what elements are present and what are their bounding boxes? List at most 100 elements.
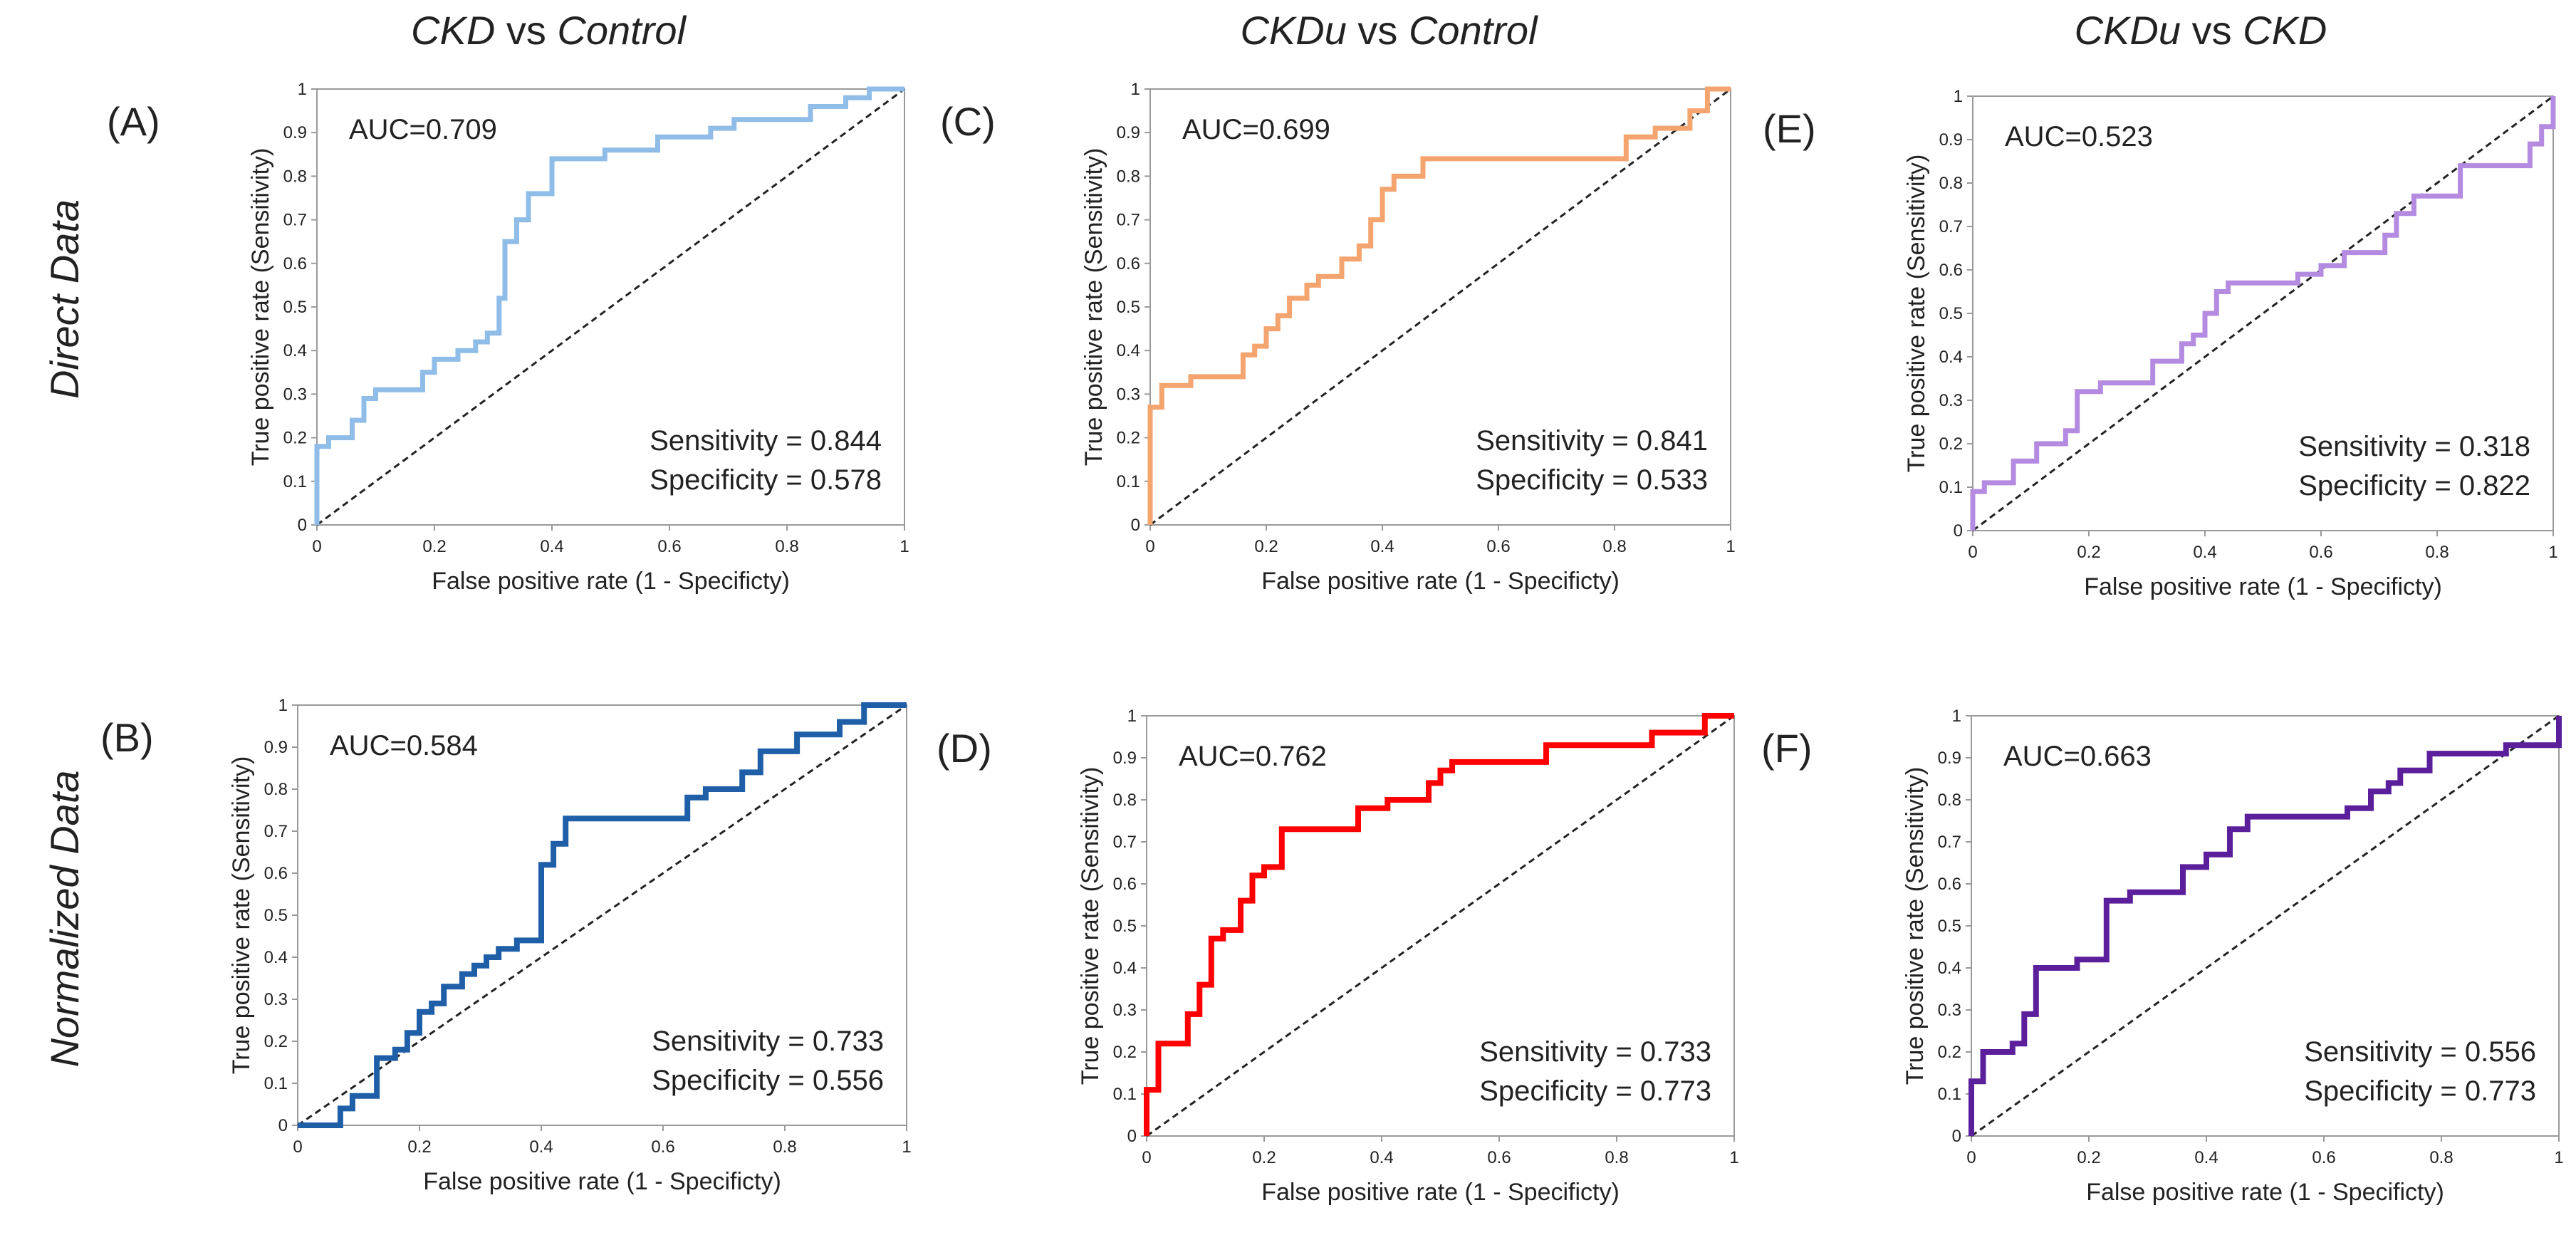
x-tick-label: 0.4 xyxy=(1370,1148,1393,1167)
diagonal-reference-line xyxy=(316,88,905,526)
x-tick-label: 0.8 xyxy=(775,537,798,556)
x-tick-label: 0.6 xyxy=(1486,537,1510,556)
x-tick-label: 0.4 xyxy=(2194,1148,2218,1167)
y-tick-label: 1 xyxy=(298,80,307,99)
y-tick-label: 0 xyxy=(298,516,307,535)
y-tick-label: 0.7 xyxy=(283,211,307,230)
y-tick-label: 0.4 xyxy=(1939,348,1963,367)
y-tick-label: 0.6 xyxy=(1113,875,1137,894)
y-tick-label: 0.2 xyxy=(264,1032,288,1051)
x-tick-label: 0.4 xyxy=(529,1137,553,1157)
y-tick-label: 0.3 xyxy=(1113,1001,1137,1020)
y-tick-label: 0.5 xyxy=(283,298,307,317)
x-tick-label: 0.6 xyxy=(1487,1148,1511,1167)
y-tick-label: 0.6 xyxy=(264,864,288,883)
y-tick-label: 0.3 xyxy=(283,385,307,404)
x-tick-label: 0.8 xyxy=(1602,537,1626,556)
specificity-value: Specificity = 0.822 xyxy=(2298,470,2530,501)
x-tick-label: 0.8 xyxy=(2429,1148,2453,1167)
y-tick-label: 0.5 xyxy=(1938,917,1961,936)
column-title-vs: vs xyxy=(495,8,557,53)
x-tick-label: 0.6 xyxy=(657,537,681,556)
y-tick-label: 0.2 xyxy=(1939,434,1963,454)
y-tick-label: 0.6 xyxy=(1117,254,1140,273)
y-axis-label: True positive rate (Sensitivity) xyxy=(228,756,255,1075)
roc-curve xyxy=(314,86,904,525)
x-tick-label: 1 xyxy=(902,1137,911,1157)
x-tick-label: 1 xyxy=(1729,1148,1738,1167)
y-tick-label: 0.4 xyxy=(264,948,288,967)
x-tick-label: 0.4 xyxy=(2193,543,2216,562)
x-tick-label: 0.2 xyxy=(2077,1148,2100,1167)
column-title-left: CKDu xyxy=(1240,8,1346,53)
y-tick-label: 0.8 xyxy=(1938,791,1961,810)
column-title-ckdu-vs-control: CKDu vs Control xyxy=(1240,8,1538,53)
y-tick-label: 0.3 xyxy=(264,990,288,1009)
column-title-right: Control xyxy=(1409,8,1538,53)
y-tick-label: 0.7 xyxy=(264,822,288,841)
x-axis-label: False positive rate (1 - Specificty) xyxy=(2084,573,2442,600)
panel-label: (E) xyxy=(1763,106,1816,151)
y-tick-label: 0.9 xyxy=(1939,130,1963,150)
x-tick-label: 0.6 xyxy=(2309,543,2332,562)
x-tick-label: 0.2 xyxy=(407,1137,431,1157)
panel-label: (A) xyxy=(107,99,160,144)
diagonal-reference-line xyxy=(1971,714,2560,1137)
panel-label: (F) xyxy=(1761,726,1813,771)
y-tick-label: 0.7 xyxy=(1938,833,1961,852)
roc-curve xyxy=(1970,96,2556,531)
y-tick-label: 0.8 xyxy=(264,780,288,799)
y-tick-label: 0.9 xyxy=(1938,749,1961,768)
diagonal-reference-line xyxy=(1146,714,1735,1137)
x-tick-label: 0 xyxy=(293,1137,302,1157)
roc-curve xyxy=(1147,86,1731,525)
y-tick-label: 0.9 xyxy=(283,123,307,142)
y-tick-label: 0.8 xyxy=(283,167,307,186)
auc-value: AUC=0.709 xyxy=(349,114,497,145)
y-tick-label: 0.2 xyxy=(283,429,307,448)
y-tick-label: 0.7 xyxy=(1117,211,1140,230)
y-tick-label: 0.5 xyxy=(1113,917,1137,936)
column-title-left: CKDu xyxy=(2075,8,2181,53)
sensitivity-value: Sensitivity = 0.733 xyxy=(652,1026,884,1057)
y-tick-label: 0.4 xyxy=(283,341,307,360)
x-tick-label: 0.2 xyxy=(1252,1148,1276,1167)
panel-a: 0 0.1 0.2 0.3 0.4 0.5 0.6 0.7 0.8 0.9 1 0 0.2 0.4 0.6 0… xyxy=(107,80,909,595)
x-tick-label: 0.8 xyxy=(1605,1148,1628,1167)
y-tick-label: 0.1 xyxy=(283,472,307,491)
diagonal-reference-line xyxy=(1149,88,1731,526)
auc-value: AUC=0.663 xyxy=(2003,741,2152,772)
x-tick-label: 0.2 xyxy=(1254,537,1278,556)
auc-value: AUC=0.762 xyxy=(1179,741,1327,772)
x-tick-label: 0.6 xyxy=(651,1137,674,1157)
y-tick-label: 1 xyxy=(1127,707,1137,726)
y-tick-label: 0 xyxy=(1131,516,1140,535)
y-tick-label: 0.6 xyxy=(283,254,307,273)
x-tick-label: 0 xyxy=(1966,1148,1976,1167)
y-axis-label: True positive rate (Sensitivity) xyxy=(1080,148,1107,467)
y-tick-label: 0.9 xyxy=(1117,123,1140,142)
x-tick-label: 0 xyxy=(312,537,321,556)
x-axis-label: False positive rate (1 - Specificty) xyxy=(1261,568,1620,595)
y-tick-label: 0.5 xyxy=(264,906,288,925)
x-axis-label: False positive rate (1 - Specificty) xyxy=(1261,1179,1620,1206)
roc-curve xyxy=(298,702,907,1128)
x-tick-label: 0.4 xyxy=(1370,537,1394,556)
column-title-ckdu-vs-ckd: CKDu vs CKD xyxy=(2075,8,2327,53)
x-axis-label: False positive rate (1 - Specificty) xyxy=(423,1168,781,1195)
x-tick-label: 0.8 xyxy=(2425,543,2449,562)
y-tick-label: 0.6 xyxy=(1939,261,1963,280)
y-tick-label: 0.7 xyxy=(1939,217,1963,236)
roc-curve xyxy=(1144,713,1734,1136)
y-tick-label: 0.8 xyxy=(1113,791,1137,810)
x-tick-label: 0.6 xyxy=(2312,1148,2335,1167)
roc-curve xyxy=(1968,716,2562,1136)
sensitivity-value: Sensitivity = 0.318 xyxy=(2298,431,2530,462)
diagonal-reference-line xyxy=(297,704,907,1127)
y-axis-label: True positive rate (Sensitivity) xyxy=(1902,767,1929,1085)
y-axis-label: True positive rate (Sensitivity) xyxy=(247,148,274,467)
x-tick-label: 1 xyxy=(2548,543,2557,562)
y-tick-label: 0 xyxy=(1954,521,1963,541)
y-tick-label: 0.2 xyxy=(1113,1043,1137,1062)
y-tick-label: 1 xyxy=(1954,87,1963,106)
